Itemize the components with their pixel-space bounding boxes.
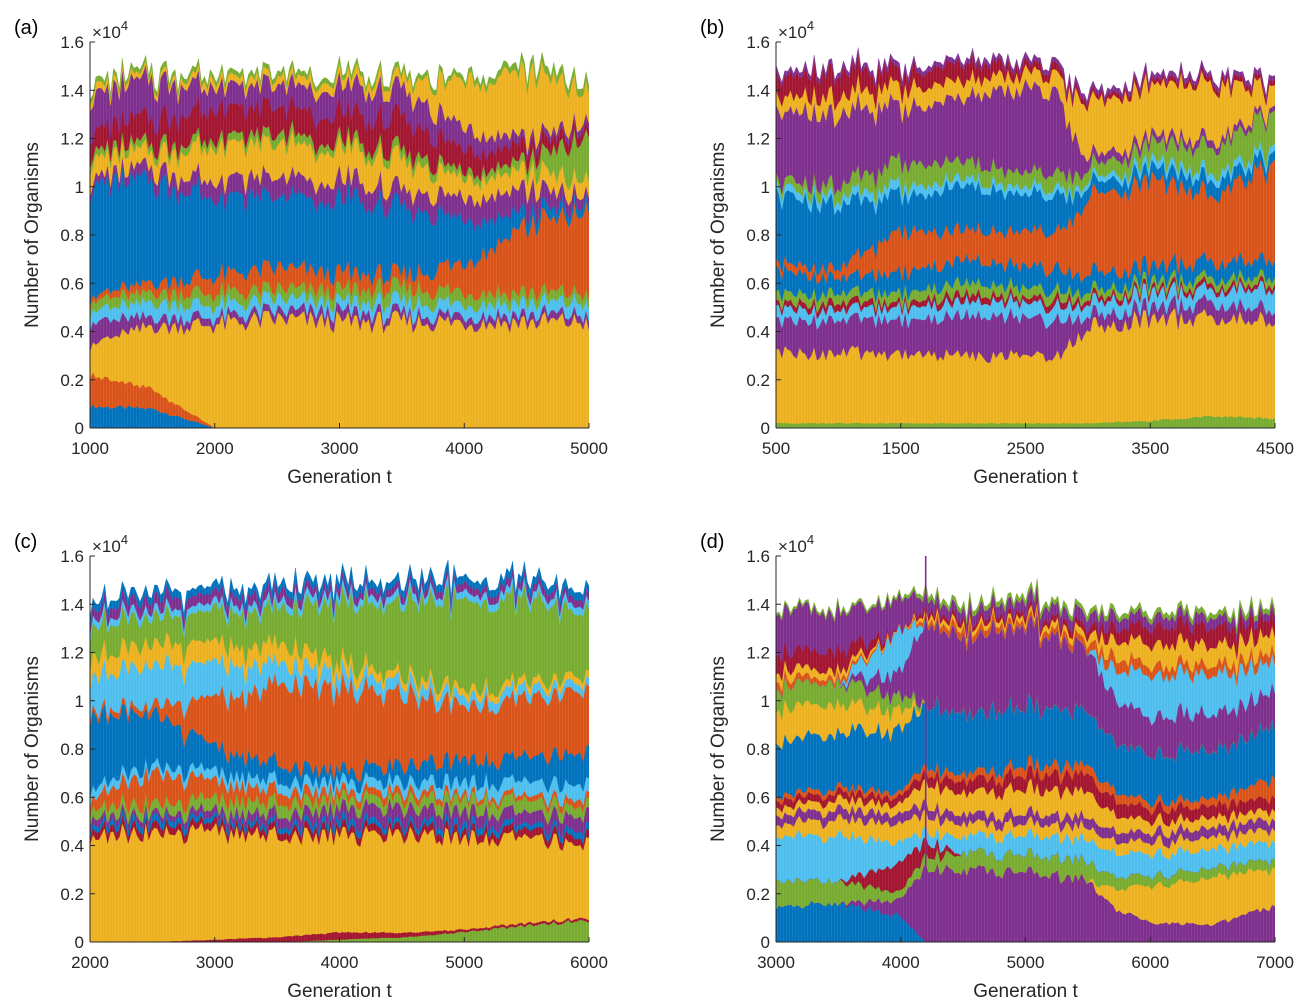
y-tick-label: 1: [761, 178, 770, 197]
x-axis-label: Generation t: [287, 467, 392, 488]
series-area: [90, 559, 589, 627]
y-tick-label: 0.4: [60, 323, 84, 342]
x-tick-label: 3000: [196, 953, 234, 972]
x-tick-label: 3000: [321, 439, 359, 458]
series-area: [776, 578, 1275, 635]
x-tick-label: 1500: [882, 439, 920, 458]
area-layers: [776, 578, 1275, 942]
panel-label: (b): [700, 17, 724, 39]
x-tick-label: 4500: [1256, 439, 1294, 458]
x-tick-label: 4000: [445, 439, 483, 458]
y-tick-label: 0.4: [746, 323, 770, 342]
y-axis-label: Number of Organisms: [22, 656, 43, 842]
y-tick-label: 0.2: [746, 885, 770, 904]
y-tick-label: 0.8: [60, 226, 84, 245]
bar-texture: [777, 42, 1273, 428]
y-tick-label: 0.6: [746, 274, 770, 293]
y-tick-label: 0.6: [60, 274, 84, 293]
chart-panel: 0 0.2 0.4 0.6 0.8 1 1.2 1.4 1.6 500 1500 2500 3500 45…: [700, 17, 1294, 488]
y-tick-label: 1.4: [746, 595, 770, 614]
y-tick-label: 1: [761, 692, 770, 711]
bar-texture: [777, 556, 1273, 942]
x-tick-label: 6000: [570, 953, 608, 972]
y-tick-label: 1.6: [746, 33, 770, 52]
series-area: [776, 900, 1275, 942]
area-layers: [90, 52, 589, 428]
y-tick-label: 0: [761, 419, 770, 438]
y-tick-label: 0.2: [60, 885, 84, 904]
y-tick-label: 0: [75, 933, 84, 952]
x-tick-label: 3500: [1131, 439, 1169, 458]
x-tick-label: 2500: [1007, 439, 1045, 458]
y-tick-label: 0.6: [746, 788, 770, 807]
panel-label: (a): [14, 17, 38, 39]
bar-texture: [91, 556, 587, 942]
y-tick-label: 1.2: [60, 644, 84, 663]
y-tick-label: 0.2: [60, 371, 84, 390]
series-area: [90, 52, 589, 106]
y-tick-label: 1.2: [746, 644, 770, 663]
series-area: [90, 404, 589, 428]
y-tick-label: 1.6: [60, 33, 84, 52]
y-tick-label: 1.2: [746, 130, 770, 149]
y-tick-label: 0: [761, 933, 770, 952]
y-tick-label: 0.4: [60, 837, 84, 856]
y-tick-label: 0.2: [746, 371, 770, 390]
y-tick-label: 0.8: [60, 740, 84, 759]
bar-texture: [91, 42, 587, 428]
x-axis-label: Generation t: [287, 981, 392, 1002]
x-tick-label: 6000: [1131, 953, 1169, 972]
chart-panel: 0 0.2 0.4 0.6 0.8 1 1.2 1.4 1.6 1000 2000 3000 4000 5…: [14, 17, 608, 488]
x-tick-label: 5000: [445, 953, 483, 972]
y-tick-label: 1.2: [60, 130, 84, 149]
chart-panel: 0 0.2 0.4 0.6 0.8 1 1.2 1.4 1.6 2000 3000 4000 5000 6…: [14, 531, 608, 1002]
y-axis-label: Number of Organisms: [708, 656, 729, 842]
y-tick-label: 1.4: [60, 595, 84, 614]
y-tick-label: 1.4: [60, 81, 84, 100]
x-tick-label: 4000: [321, 953, 359, 972]
y-axis-label: Number of Organisms: [708, 142, 729, 328]
panel-label: (c): [14, 531, 37, 553]
y-tick-label: 1.4: [746, 81, 770, 100]
y-exponent-label: ×104: [778, 18, 814, 42]
y-exponent-label: ×104: [92, 18, 128, 42]
area-layers: [90, 559, 589, 942]
x-axis-label: Generation t: [973, 981, 1078, 1002]
y-exponent-label: ×104: [92, 532, 128, 556]
x-tick-label: 1000: [71, 439, 109, 458]
x-axis-label: Generation t: [973, 467, 1078, 488]
x-tick-label: 2000: [196, 439, 234, 458]
series-area: [776, 47, 1275, 108]
x-tick-label: 5000: [570, 439, 608, 458]
y-tick-label: 0.4: [746, 837, 770, 856]
x-tick-label: 500: [762, 439, 790, 458]
x-tick-label: 7000: [1256, 953, 1294, 972]
y-tick-label: 1.6: [60, 547, 84, 566]
x-tick-label: 5000: [1007, 953, 1045, 972]
y-axis-label: Number of Organisms: [22, 142, 43, 328]
y-tick-label: 0.8: [746, 740, 770, 759]
chart-panel: 0 0.2 0.4 0.6 0.8 1 1.2 1.4 1.6 3000 4000 5000 6000 7…: [700, 531, 1294, 1002]
y-tick-label: 0.6: [60, 788, 84, 807]
y-tick-label: 1: [75, 178, 84, 197]
y-tick-label: 1: [75, 692, 84, 711]
y-tick-label: 0: [75, 419, 84, 438]
y-tick-label: 1.6: [746, 547, 770, 566]
x-tick-label: 3000: [757, 953, 795, 972]
x-tick-label: 2000: [71, 953, 109, 972]
x-tick-label: 4000: [882, 953, 920, 972]
y-exponent-label: ×104: [778, 532, 814, 556]
y-tick-label: 0.8: [746, 226, 770, 245]
panel-label: (d): [700, 531, 724, 553]
